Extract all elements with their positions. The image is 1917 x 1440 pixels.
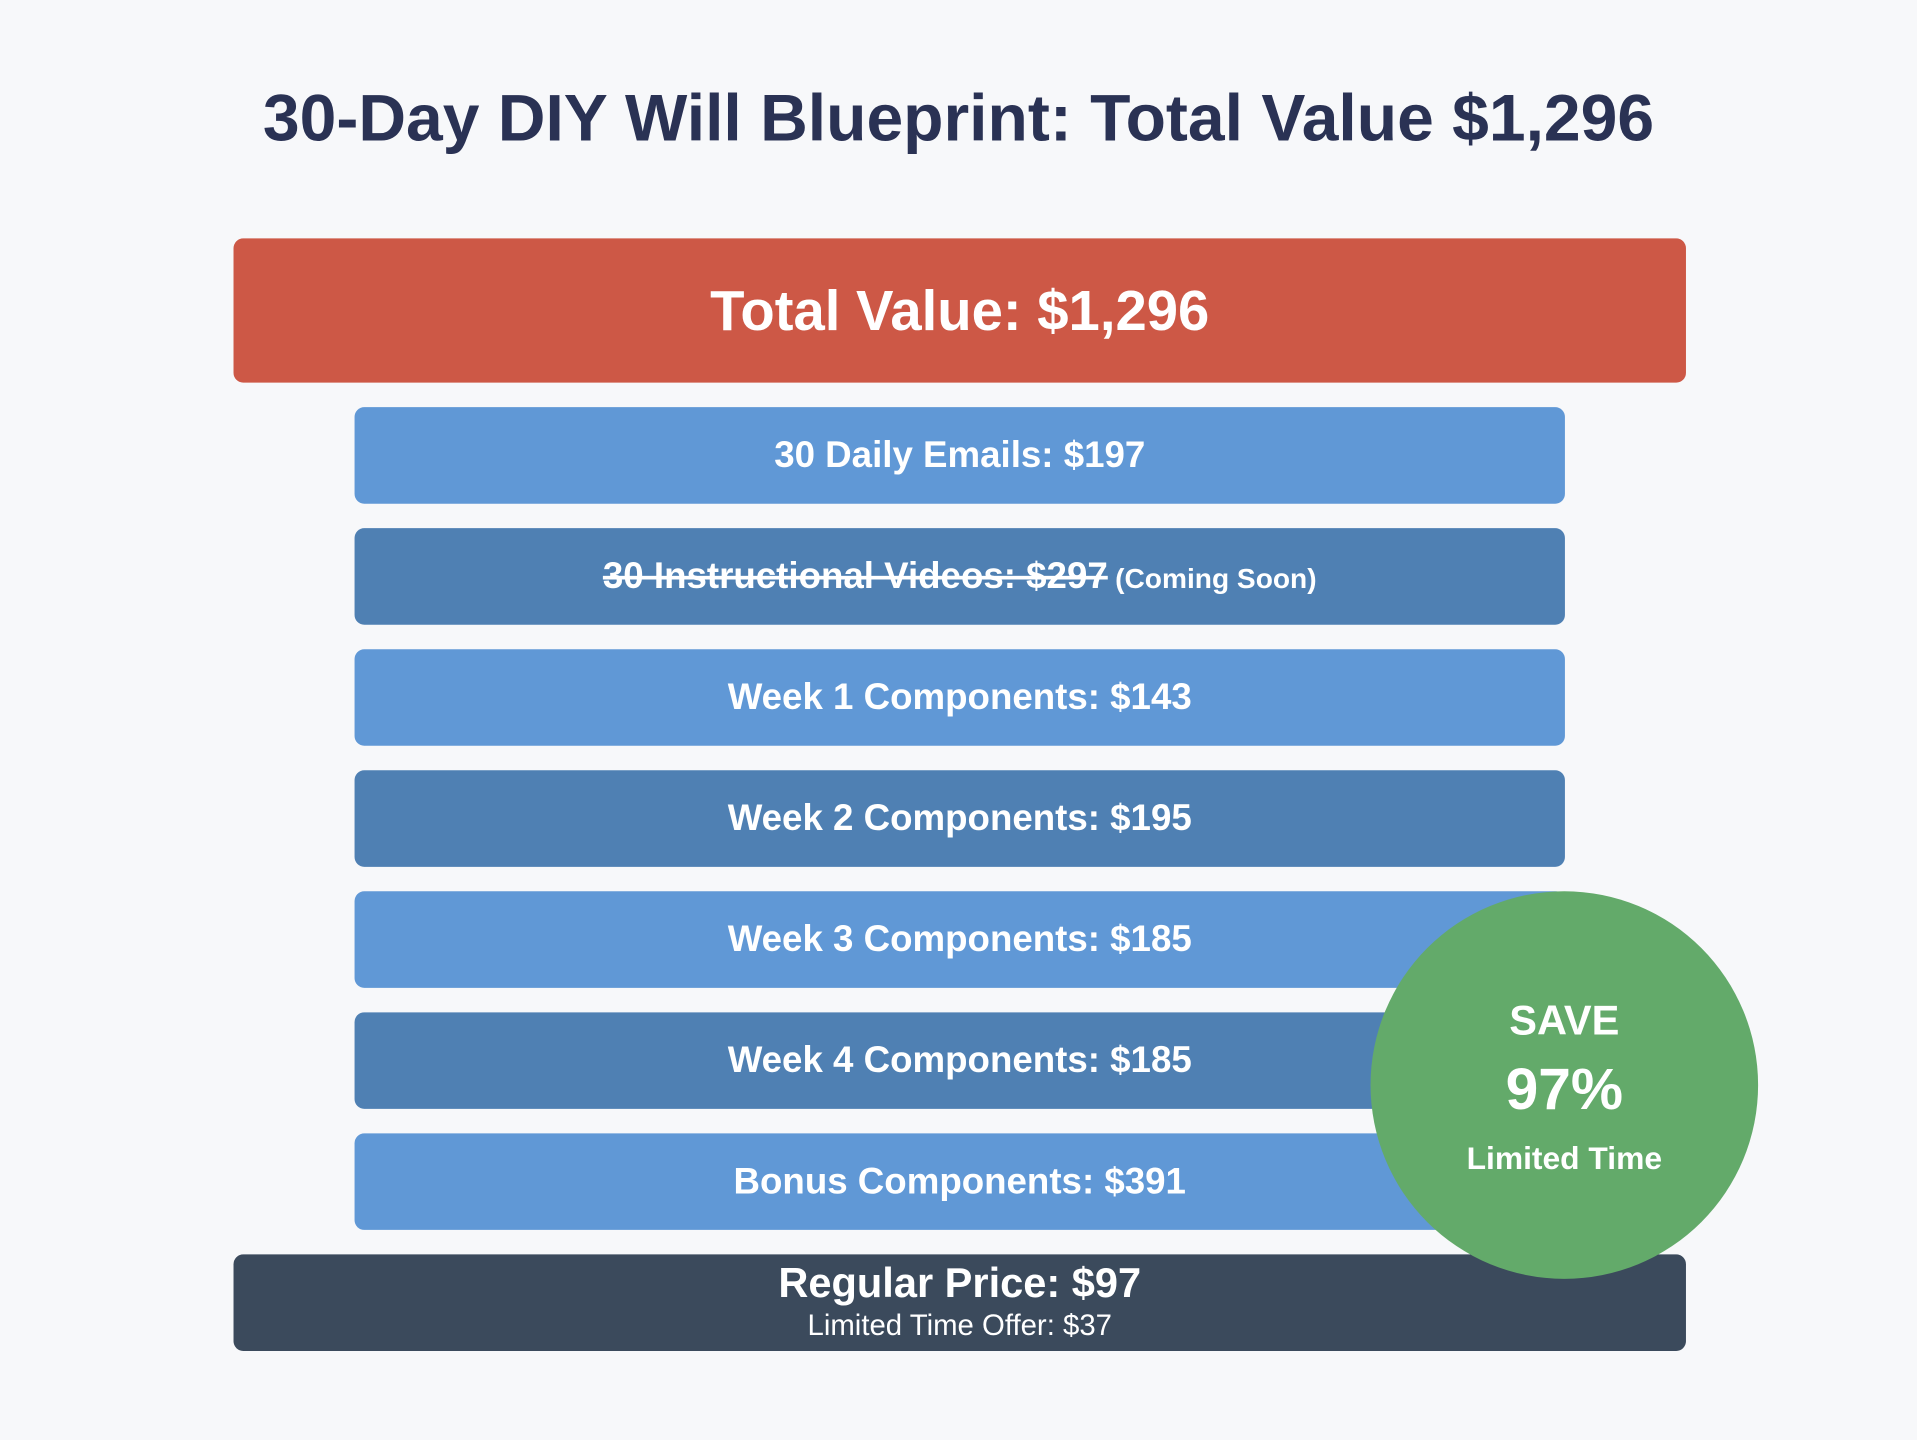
item-bar-week-4: Week 4 Components: $185: [354, 1012, 1565, 1109]
limited-offer-price: Limited Time Offer: $37: [807, 1309, 1112, 1343]
item-label: Week 1 Components: $143: [727, 677, 1192, 718]
item-label: Bonus Components: $391: [733, 1161, 1186, 1202]
item-bar-week-1: Week 1 Components: $143: [354, 649, 1565, 746]
save-badge-subtitle: Limited Time: [1466, 1139, 1663, 1177]
regular-price: Regular Price: $97: [778, 1260, 1142, 1307]
item-label: Week 2 Components: $195: [727, 798, 1192, 839]
page-title: 30-Day DIY Will Blueprint: Total Value $…: [262, 81, 1655, 156]
item-bar-week-2: Week 2 Components: $195: [354, 770, 1565, 867]
item-label: 30 Instructional Videos: $297: [602, 556, 1108, 597]
item-bar-daily-emails: 30 Daily Emails: $197: [354, 407, 1565, 504]
total-value-bar: Total Value: $1,296: [233, 238, 1686, 383]
save-badge-label: SAVE: [1509, 997, 1620, 1045]
save-badge-percent: 97%: [1505, 1057, 1624, 1123]
item-label: 30 Daily Emails: $197: [774, 435, 1146, 476]
item-note: (Coming Soon): [1115, 562, 1317, 595]
item-bar-bonus: Bonus Components: $391: [354, 1133, 1565, 1230]
item-label: Week 3 Components: $185: [727, 919, 1192, 960]
item-bar-instructional-videos: 30 Instructional Videos: $297 (Coming Soo…: [354, 528, 1565, 625]
item-bar-week-3: Week 3 Components: $185: [354, 891, 1565, 988]
regular-price-bar: Regular Price: $97 Limited Time Offer: $…: [233, 1254, 1686, 1351]
item-label: Week 4 Components: $185: [727, 1040, 1192, 1081]
save-badge: SAVE 97% Limited Time: [1370, 891, 1759, 1279]
